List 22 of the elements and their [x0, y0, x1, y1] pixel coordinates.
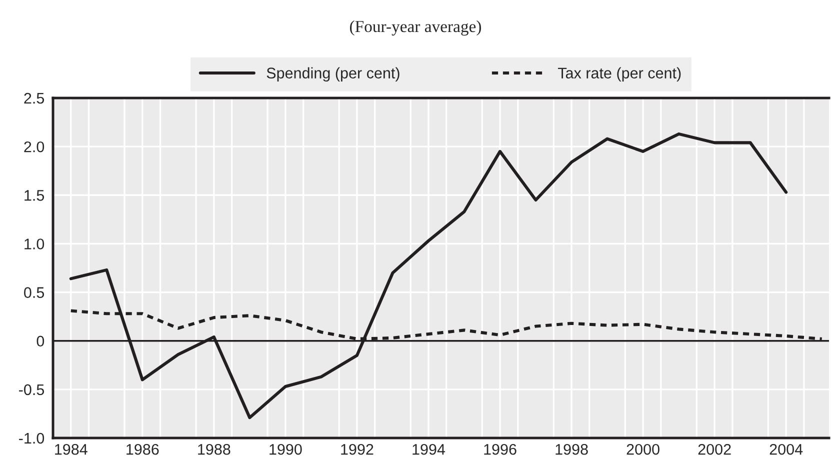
- y-tick-label: 1.0: [24, 238, 44, 250]
- x-tick-label: 1988: [198, 444, 230, 455]
- y-tick-label: 2.0: [24, 141, 44, 152]
- y-tick-label: 0.5: [24, 287, 44, 298]
- chart-title: (Four-year average): [350, 20, 481, 36]
- x-tick-label: 2004: [770, 444, 803, 455]
- y-tick-label: -1.0: [19, 432, 44, 444]
- x-tick-label: 1986: [126, 444, 159, 455]
- x-tick-label: 1984: [55, 444, 88, 455]
- x-tick-label: 1992: [341, 444, 374, 455]
- y-tick-label: 2.5: [24, 92, 44, 104]
- y-tick-label: 1.5: [24, 190, 44, 201]
- x-tick-label: 2002: [698, 444, 731, 455]
- x-tick-label: 2000: [626, 444, 660, 455]
- x-tick-label: 1994: [412, 444, 446, 455]
- legend-label: Tax rate (per cent): [558, 67, 681, 82]
- y-tick-label: 0: [36, 336, 44, 347]
- x-tick-label: 1998: [556, 444, 588, 455]
- y-tick-label: -0.5: [19, 384, 44, 396]
- x-tick-label: 1996: [484, 444, 516, 455]
- legend-label: Spending (per cent): [266, 67, 400, 82]
- x-tick-label: 1990: [270, 444, 302, 455]
